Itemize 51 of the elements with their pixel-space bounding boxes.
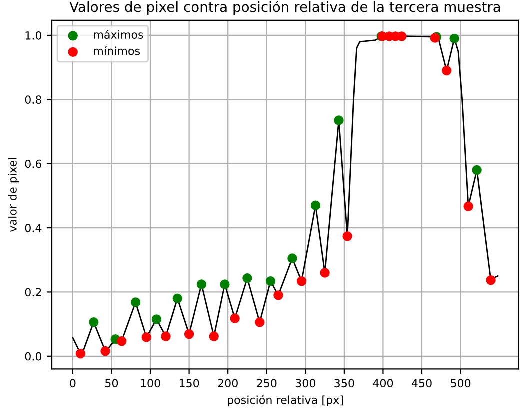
point <box>196 280 207 290</box>
legend-label: máximos <box>94 30 144 39</box>
point <box>486 275 496 286</box>
point <box>130 298 141 308</box>
y-tick-label: 0.8 <box>25 96 42 104</box>
point <box>209 332 219 342</box>
x-tick-label: 350 <box>334 379 354 388</box>
x-tick-label: 400 <box>373 379 394 388</box>
point <box>342 232 352 242</box>
x-tick-label: 150 <box>180 379 200 388</box>
point <box>152 314 162 324</box>
chart-title: Valores de pixel contra posición relativa de la tercera muestra <box>70 0 500 15</box>
x-tick-label: 250 <box>257 379 277 388</box>
y-tick-label: 0.4 <box>25 224 42 232</box>
point <box>161 332 171 342</box>
point <box>172 294 183 304</box>
point <box>220 280 230 290</box>
point <box>76 348 86 359</box>
point <box>116 336 127 346</box>
point <box>442 66 452 76</box>
y-tick-label: 1.0 <box>26 31 42 40</box>
x-tick-label: 450 <box>412 379 432 388</box>
x-tick-label: 300 <box>296 379 316 388</box>
legend-label: mínimos <box>94 46 140 56</box>
x-tick-label: 0 <box>70 379 76 388</box>
x-tick-label: 50 <box>106 379 118 388</box>
point <box>184 329 194 340</box>
x-tick-label: 100 <box>141 379 160 388</box>
point <box>472 165 482 176</box>
point <box>288 254 298 264</box>
y-tick-label: 0.6 <box>25 160 42 168</box>
point <box>464 202 474 212</box>
y-axis-title: valor de pixel <box>8 158 20 232</box>
point <box>310 200 321 210</box>
point <box>255 318 265 328</box>
point <box>320 268 330 278</box>
x-axis-title: posición relativa [px] <box>228 395 344 406</box>
point <box>142 332 152 342</box>
y-tick-label: 0.0 <box>25 352 42 361</box>
y-tick-label: 0.2 <box>25 288 42 297</box>
point <box>450 34 460 44</box>
point <box>266 276 276 286</box>
point <box>296 276 307 286</box>
point <box>274 290 284 300</box>
point <box>334 116 344 126</box>
point <box>230 314 240 324</box>
x-tick-label: 200 <box>218 379 238 388</box>
point <box>100 346 110 356</box>
point <box>89 318 99 328</box>
x-tick-label: 500 <box>451 379 471 388</box>
point <box>242 274 252 284</box>
